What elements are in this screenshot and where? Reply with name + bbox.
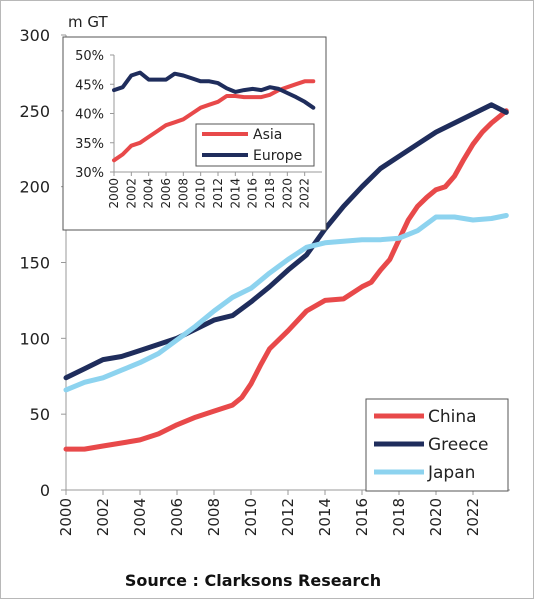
main-x-tick-label: 2010 [242,498,260,536]
inset-y-tick-label: 45% [75,78,104,93]
inset-x-tick-label: 2016 [246,178,260,209]
series-line-greece [63,102,509,381]
inset-x-tick-label: 2004 [142,178,156,209]
legend-label-greece: Greece [428,435,489,455]
main-x-tick-label: 2000 [57,498,75,536]
main-y-tick-label: 300 [19,26,50,45]
main-x-tick-label: 2018 [390,498,408,536]
inset-legend-box [195,123,315,167]
main-x-tick-label: 2022 [464,498,482,536]
inset-x-tick-label: 2018 [263,178,277,209]
legend-label-japan: Japan [427,463,475,483]
inset-y-tick-label: 50% [75,49,104,64]
main-y-tick-label: 250 [19,102,50,121]
inset-legend-label-europe: Europe [253,148,302,164]
inset-y-tick-label: 40% [75,108,104,123]
main-x-tick-label: 2012 [279,498,297,536]
inset-legend-label-asia: Asia [253,127,282,143]
main-x-tick-label: 2004 [131,498,149,536]
main-x-tick-label: 2002 [94,498,112,536]
inset-x-tick-label: 2020 [280,178,294,209]
inset-x-tick-label: 2012 [211,178,225,209]
inset-x-tick-label: 2000 [107,178,121,209]
main-x-tick-label: 2014 [316,498,334,536]
source-caption: Source : Clarksons Research [124,571,382,590]
inset-x-tick-label: 2006 [159,178,173,209]
main-y-tick-label: 150 [19,254,50,273]
inset-x-tick-label: 2010 [194,178,208,209]
main-y-tick-label: 0 [40,481,50,500]
main-x-tick-label: 2008 [205,498,223,536]
main-y-tick-label: 50 [30,405,50,424]
main-y-tick-label: 200 [19,178,50,197]
inset-y-tick-label: 30% [75,166,104,181]
series-line-japan [63,213,509,393]
series-line-china [63,108,509,452]
inset-x-tick-label: 2002 [124,178,138,209]
main-x-tick-label: 2016 [353,498,371,536]
inset-x-tick-label: 2008 [176,178,190,209]
inset-series-line-europe [112,70,316,110]
inset-x-tick-label: 2022 [298,178,312,209]
inset-y-tick-label: 35% [75,137,104,152]
main-y-tick-label: 100 [19,329,50,348]
legend-label-china: China [428,407,477,427]
inset-x-tick-label: 2014 [228,178,242,209]
main-x-tick-label: 2006 [168,498,186,536]
main-y-axis-unit-label: m GT [68,13,108,31]
main-x-tick-label: 2020 [427,498,445,536]
